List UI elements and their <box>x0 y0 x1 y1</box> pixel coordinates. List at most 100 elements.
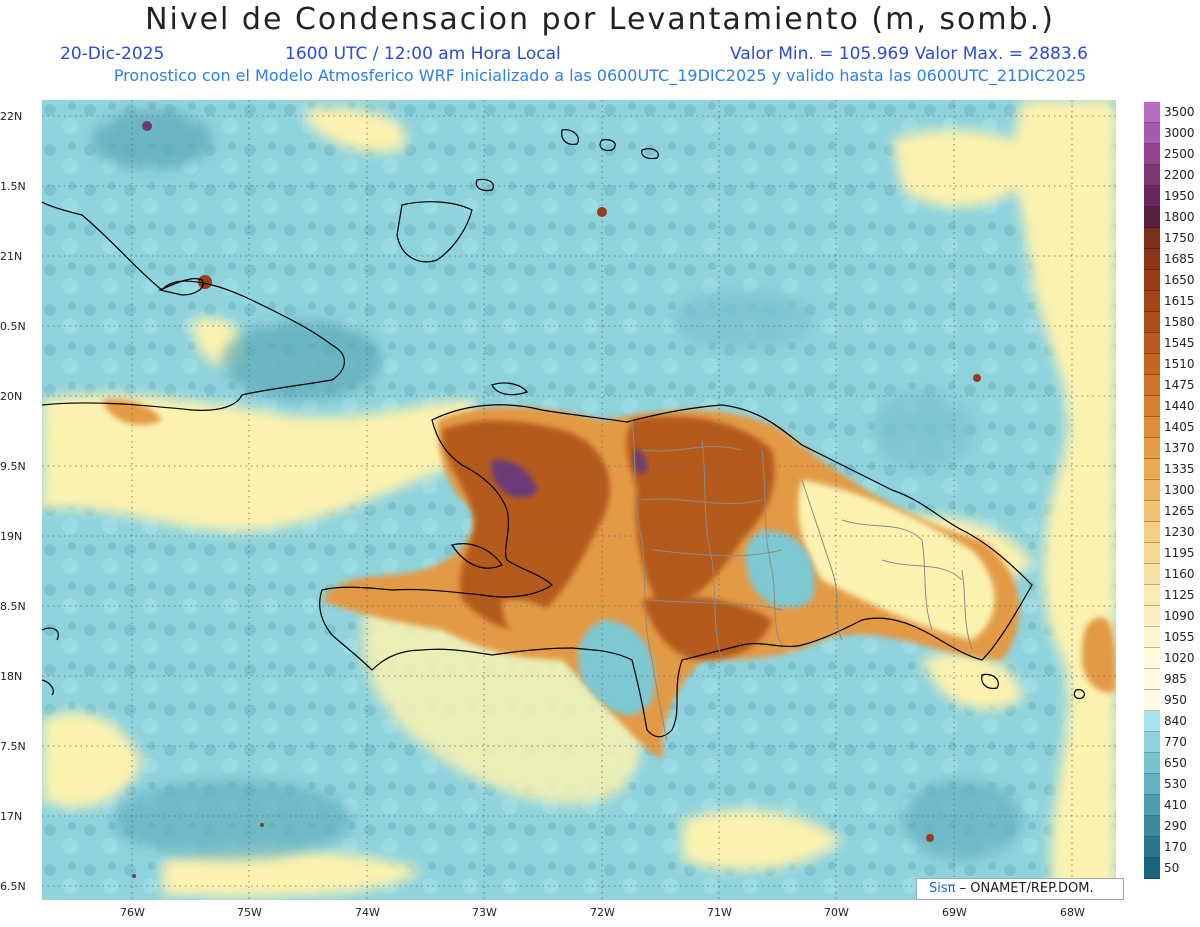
colorbar-label: 1055 <box>1164 630 1195 644</box>
lat-label: 9.5N <box>0 460 26 473</box>
colorbar-swatch <box>1144 627 1160 648</box>
colorbar-swatch <box>1144 312 1160 333</box>
colorbar-label: 1090 <box>1164 609 1195 623</box>
colorbar-swatch <box>1144 396 1160 417</box>
haiti-coast <box>319 404 1033 738</box>
lat-label: 7.5N <box>0 740 26 753</box>
lon-label: 68W <box>1060 906 1085 919</box>
colorbar-label: 1020 <box>1164 651 1195 665</box>
colorbar-label: 1950 <box>1164 189 1195 203</box>
provincial-borders <box>631 419 973 741</box>
lat-label: 17N <box>0 810 23 823</box>
colorbar-label: 1405 <box>1164 420 1195 434</box>
lon-label: 69W <box>942 906 967 919</box>
colorbar-swatch <box>1144 690 1160 711</box>
colorbar-label: 170 <box>1164 840 1187 854</box>
colorbar-label: 985 <box>1164 672 1187 686</box>
lon-label: 71W <box>707 906 732 919</box>
colorbar-label: 1685 <box>1164 252 1195 266</box>
colorbar-label: 1335 <box>1164 462 1195 476</box>
colorbar-label: 3500 <box>1164 105 1195 119</box>
colorbar-swatch <box>1144 795 1160 816</box>
colorbar-swatch <box>1144 459 1160 480</box>
colorbar-swatch <box>1144 207 1160 228</box>
cuba-coast <box>42 201 345 411</box>
colorbar-label: 1615 <box>1164 294 1195 308</box>
colorbar-label: 530 <box>1164 777 1187 791</box>
colorbar-label: 1510 <box>1164 357 1195 371</box>
colorbar-label: 1580 <box>1164 315 1195 329</box>
lat-label: 19N <box>0 530 23 543</box>
graticule <box>42 100 1116 900</box>
colorbar-label: 1370 <box>1164 441 1195 455</box>
colorbar-swatch <box>1144 711 1160 732</box>
colorbar-swatch <box>1144 774 1160 795</box>
colorbar-swatch <box>1144 417 1160 438</box>
lat-label: 22N <box>0 110 23 123</box>
colorbar-swatch <box>1144 291 1160 312</box>
colorbar-label: 1265 <box>1164 504 1195 518</box>
colorbar-label: 770 <box>1164 735 1187 749</box>
colorbar-swatch <box>1144 543 1160 564</box>
colorbar-label: 840 <box>1164 714 1187 728</box>
colorbar-label: 50 <box>1164 861 1180 875</box>
lon-label: 74W <box>355 906 380 919</box>
colorbar-label: 1195 <box>1164 546 1195 560</box>
colorbar-swatch <box>1144 564 1160 585</box>
colorbar-swatch <box>1144 228 1160 249</box>
date-label: 20-Dic-2025 <box>60 44 165 64</box>
colorbar-swatch <box>1144 816 1160 837</box>
colorbar-label: 1800 <box>1164 210 1195 224</box>
colorbar-swatch <box>1144 270 1160 291</box>
map-canvas <box>42 100 1116 900</box>
colorbar-swatch <box>1144 669 1160 690</box>
lcl-map <box>42 100 1116 900</box>
colorbar-swatch <box>1144 837 1160 858</box>
coastlines <box>42 129 1086 738</box>
colorbar-label: 2500 <box>1164 147 1195 161</box>
lat-label: 8.5N <box>0 600 26 613</box>
credit-box: Sisπ – ONAMET/REP.DOM. <box>916 878 1124 900</box>
colorbar-label: 410 <box>1164 798 1187 812</box>
colorbar-label: 3000 <box>1164 126 1195 140</box>
lat-label: 21N <box>0 250 23 263</box>
colorbar-label: 2200 <box>1164 168 1195 182</box>
time-label: 1600 UTC / 12:00 am Hora Local <box>285 44 561 64</box>
colorbar-label: 1230 <box>1164 525 1195 539</box>
lon-label: 73W <box>472 906 497 919</box>
colorbar-swatch <box>1144 102 1160 123</box>
colorbar-swatch <box>1144 123 1160 144</box>
lon-label: 76W <box>120 906 145 919</box>
colorbar-swatch <box>1144 144 1160 165</box>
colorbar-swatch <box>1144 753 1160 774</box>
colorbar-swatch <box>1144 354 1160 375</box>
sis-logo-text: Sisπ <box>929 881 956 896</box>
lon-label: 75W <box>237 906 262 919</box>
colorbar-swatch <box>1144 606 1160 627</box>
lat-label: 6.5N <box>0 880 26 893</box>
minmax-label: Valor Min. = 105.969 Valor Max. = 2883.6 <box>730 44 1088 64</box>
lat-label: 0.5N <box>0 320 26 333</box>
onamet-text: – ONAMET/REP.DOM. <box>959 881 1094 896</box>
colorbar-label: 1125 <box>1164 588 1195 602</box>
colorbar-swatch <box>1144 186 1160 207</box>
lon-label: 72W <box>590 906 615 919</box>
lat-label: 20N <box>0 390 23 403</box>
colorbar-swatch <box>1144 480 1160 501</box>
map-title: Nivel de Condensacion por Levantamiento … <box>145 2 1055 37</box>
colorbar-swatch <box>1144 333 1160 354</box>
lon-label: 70W <box>824 906 849 919</box>
colorbar-swatch <box>1144 249 1160 270</box>
colorbar-swatch <box>1144 438 1160 459</box>
colorbar-label: 1160 <box>1164 567 1195 581</box>
colorbar-swatch <box>1144 375 1160 396</box>
colorbar-label: 1650 <box>1164 273 1195 287</box>
colorbar-swatch <box>1144 858 1160 879</box>
colorbar-label: 290 <box>1164 819 1187 833</box>
colorbar-swatch <box>1144 648 1160 669</box>
lat-label: 18N <box>0 670 23 683</box>
colorbar-label: 1545 <box>1164 336 1195 350</box>
colorbar-label: 1300 <box>1164 483 1195 497</box>
colorbar-swatch <box>1144 732 1160 753</box>
colorbar-swatch <box>1144 165 1160 186</box>
